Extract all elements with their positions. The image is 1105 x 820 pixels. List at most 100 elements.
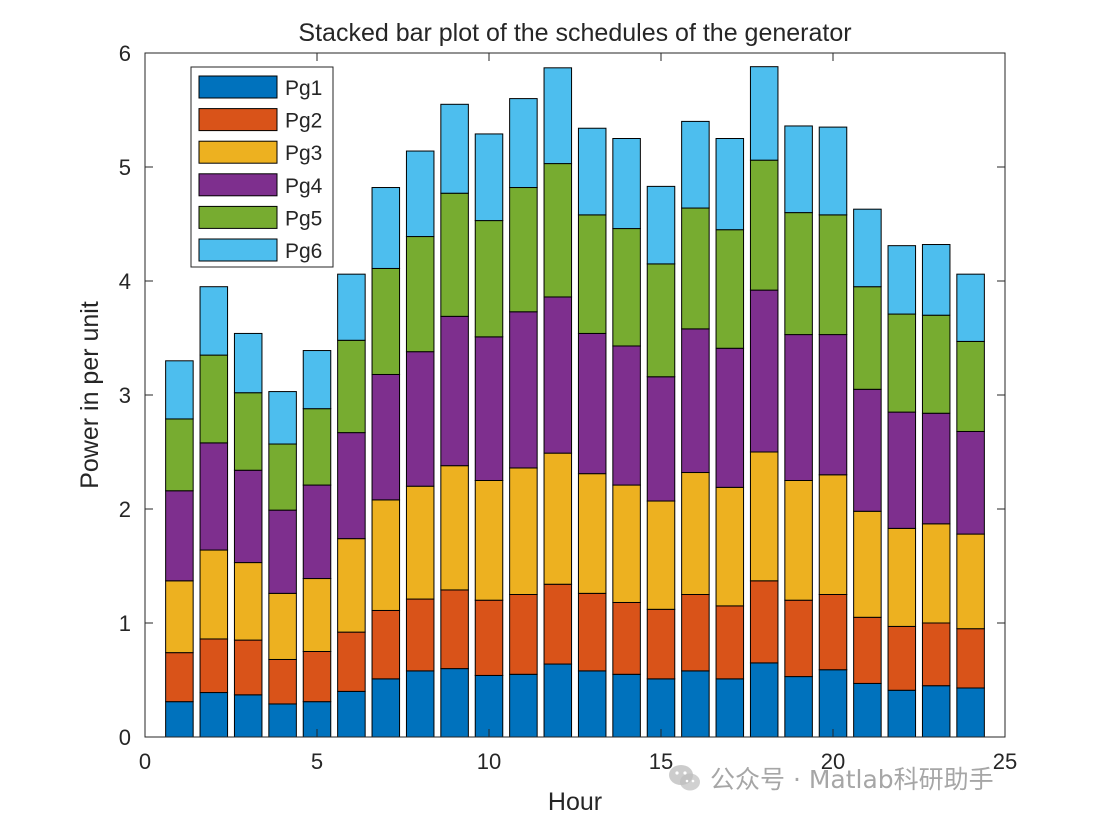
bar-pg2-hour-13 xyxy=(577,592,607,672)
bar-pg1-hour-12 xyxy=(543,663,573,738)
bar-pg3-hour-5 xyxy=(302,578,332,652)
bar-pg6-hour-18 xyxy=(749,66,779,161)
bar-pg4-hour-7 xyxy=(371,373,401,501)
bar-pg3-hour-10 xyxy=(474,480,504,601)
legend-swatch-pg6 xyxy=(198,238,278,262)
bar-pg4-hour-1 xyxy=(165,490,194,582)
x-tick-label: 25 xyxy=(993,749,1017,774)
bar-pg4-hour-24 xyxy=(956,430,985,535)
bar-pg3-hour-17 xyxy=(715,486,745,607)
bar-pg5-hour-3 xyxy=(233,392,263,471)
bar-pg3-hour-1 xyxy=(165,580,194,654)
bar-pg6-hour-4 xyxy=(268,391,297,445)
bar-pg6-hour-12 xyxy=(543,67,573,165)
bar-pg1-hour-18 xyxy=(749,662,779,738)
bar-pg4-hour-2 xyxy=(199,442,229,551)
bar-pg1-hour-21 xyxy=(853,682,882,738)
bar-pg4-hour-23 xyxy=(921,412,951,525)
bar-pg4-hour-16 xyxy=(681,328,710,474)
bar-pg5-hour-13 xyxy=(577,214,607,334)
bar-pg3-hour-9 xyxy=(440,465,469,591)
bar-pg1-hour-15 xyxy=(646,678,676,738)
bar-pg4-hour-11 xyxy=(509,311,538,469)
legend-label-pg4: Pg4 xyxy=(285,175,323,198)
bar-pg3-hour-14 xyxy=(612,484,641,603)
bar-pg3-hour-6 xyxy=(337,538,366,633)
bar-pg2-hour-18 xyxy=(749,580,779,664)
bar-pg1-hour-17 xyxy=(715,678,745,738)
y-tick-label: 0 xyxy=(119,725,131,750)
bar-pg6-hour-17 xyxy=(715,138,745,231)
bar-pg6-hour-20 xyxy=(818,126,848,216)
bar-pg6-hour-16 xyxy=(681,120,710,209)
watermark-text: 公众号 · Matlab科研助手 xyxy=(710,765,994,794)
bar-pg3-hour-24 xyxy=(956,533,985,630)
watermark: 公众号 · Matlab科研助手 xyxy=(668,758,994,798)
legend-label-pg2: Pg2 xyxy=(285,110,322,133)
legend-swatch-pg2 xyxy=(198,108,278,132)
bar-pg2-hour-6 xyxy=(337,631,366,692)
bar-pg2-hour-16 xyxy=(681,594,710,672)
bar-pg3-hour-13 xyxy=(577,473,607,594)
bar-pg5-hour-9 xyxy=(440,192,469,317)
bar-pg4-hour-12 xyxy=(543,296,573,454)
plot-border xyxy=(144,52,1006,738)
bar-pg1-hour-8 xyxy=(405,670,435,738)
bar-pg2-hour-22 xyxy=(887,625,917,691)
x-axis-label: Hour xyxy=(548,788,602,816)
chart-title: Stacked bar plot of the schedules of the… xyxy=(298,19,851,47)
legend-label-pg6: Pg6 xyxy=(285,240,322,263)
bar-pg5-hour-23 xyxy=(921,314,951,414)
legend-swatch-pg5 xyxy=(198,205,278,229)
bar-pg4-hour-14 xyxy=(612,345,641,486)
bar-pg5-hour-2 xyxy=(199,354,229,444)
y-tick-label: 1 xyxy=(119,611,131,636)
y-axis-label: Power in per unit xyxy=(76,301,104,489)
bar-pg1-hour-20 xyxy=(818,669,848,738)
bar-pg3-hour-20 xyxy=(818,474,848,595)
bar-pg2-hour-10 xyxy=(474,599,504,676)
bar-pg5-hour-24 xyxy=(956,340,985,432)
bar-pg1-hour-7 xyxy=(371,678,401,738)
wechat-icon xyxy=(669,765,700,791)
bar-pg5-hour-7 xyxy=(371,267,401,375)
bar-pg6-hour-1 xyxy=(165,360,194,420)
bar-pg2-hour-2 xyxy=(199,638,229,694)
x-tick-label: 15 xyxy=(649,749,673,774)
y-tick-label: 2 xyxy=(119,497,131,522)
bar-pg2-hour-4 xyxy=(268,658,297,705)
bar-pg2-hour-8 xyxy=(405,598,435,672)
bar-pg1-hour-6 xyxy=(337,690,366,738)
legend-label-pg5: Pg5 xyxy=(285,207,322,230)
legend-swatch-pg4 xyxy=(198,173,278,197)
bar-pg3-hour-22 xyxy=(887,527,917,627)
bar-pg5-hour-11 xyxy=(509,187,538,313)
bar-pg3-hour-18 xyxy=(749,451,779,582)
x-tick-label: 0 xyxy=(139,749,151,774)
bar-pg4-hour-9 xyxy=(440,315,469,467)
bars-group xyxy=(165,66,985,738)
bar-pg1-hour-13 xyxy=(577,670,607,738)
x-tick-label: 5 xyxy=(311,749,323,774)
bar-pg5-hour-6 xyxy=(337,339,366,434)
bar-pg1-hour-11 xyxy=(509,673,538,738)
x-tick-label: 10 xyxy=(477,749,501,774)
bar-pg5-hour-14 xyxy=(612,228,641,347)
bar-pg2-hour-23 xyxy=(921,622,951,687)
bar-pg6-hour-11 xyxy=(509,98,538,189)
bar-pg1-hour-2 xyxy=(199,692,229,738)
bar-pg1-hour-23 xyxy=(921,685,951,738)
bar-pg3-hour-19 xyxy=(784,480,813,601)
bar-pg4-hour-20 xyxy=(818,334,848,476)
bar-pg4-hour-6 xyxy=(337,432,366,540)
bar-pg1-hour-3 xyxy=(233,694,263,738)
bar-pg2-hour-17 xyxy=(715,605,745,680)
bar-pg6-hour-14 xyxy=(612,138,641,230)
y-tick-label: 3 xyxy=(119,383,131,408)
bar-pg4-hour-22 xyxy=(887,411,917,529)
bar-pg2-hour-12 xyxy=(543,583,573,665)
bar-pg4-hour-18 xyxy=(749,289,779,453)
bar-pg1-hour-10 xyxy=(474,674,504,738)
bar-pg3-hour-4 xyxy=(268,592,297,660)
bar-pg5-hour-4 xyxy=(268,443,297,511)
